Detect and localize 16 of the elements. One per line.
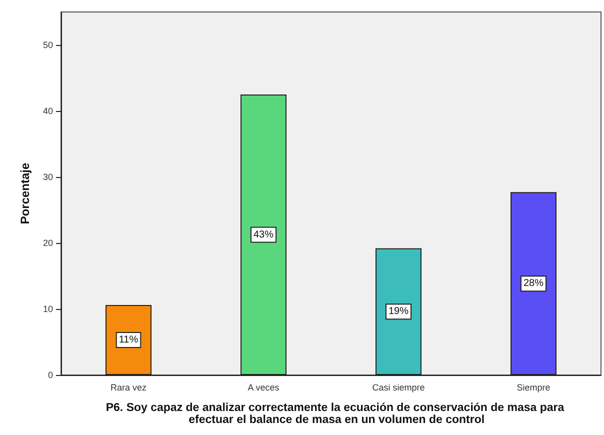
x-tick-label: Siempre <box>516 382 550 392</box>
data-label: 11% <box>118 334 138 346</box>
data-label: 28% <box>523 278 544 290</box>
data-label: 19% <box>388 306 409 318</box>
y-tick-label: 20 <box>42 238 53 248</box>
y-tick-label: 0 <box>48 370 53 380</box>
y-tick-label: 50 <box>42 40 53 50</box>
y-tick-label: 30 <box>42 172 53 182</box>
y-tick-label: 10 <box>42 304 53 314</box>
x-tick-label: Rara vez <box>110 382 148 392</box>
x-tick-label: Casi siempre <box>372 382 425 392</box>
y-axis-title: Porcentaje <box>18 162 32 224</box>
y-tick-label: 40 <box>42 106 53 116</box>
x-tick-label: A veces <box>248 382 280 392</box>
data-label: 43% <box>253 229 274 240</box>
x-axis-title: P6. Soy capaz de analizar correctamente la ecuación de conservación de masa para efectuar el balance de masa en un volumen de control <box>106 402 565 426</box>
